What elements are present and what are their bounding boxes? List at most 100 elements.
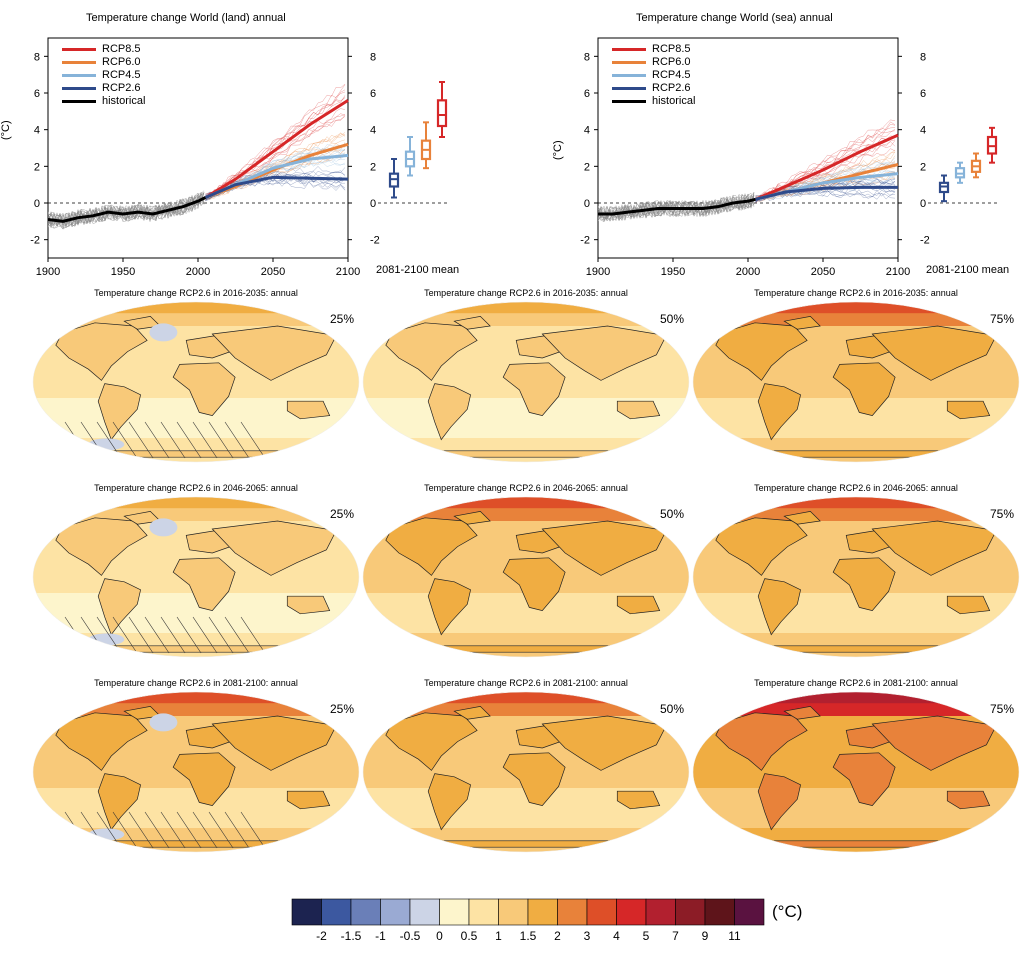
continent: [502, 362, 566, 416]
ensemble-member: [755, 178, 896, 201]
box-RCP2.6: [388, 158, 400, 199]
x-tick-label: 2100: [886, 266, 910, 278]
box-iqr: [436, 99, 448, 128]
continent: [385, 517, 478, 576]
map-fill: [693, 497, 1019, 657]
hatch-line: [176, 421, 202, 459]
legend-item: RCP8.5: [62, 43, 141, 55]
continent: [385, 322, 478, 381]
hatch-line: [128, 421, 154, 459]
x-tick-label: 1950: [111, 266, 135, 278]
legend-item: RCP6.0: [62, 56, 141, 68]
historical-member: [48, 196, 205, 227]
continent: [172, 362, 236, 416]
hatch-line: [128, 616, 154, 654]
y-tick-label: 2: [34, 161, 40, 173]
ensemble-member: [755, 155, 896, 201]
continent: [715, 712, 808, 771]
legend-item: RCP2.6: [612, 82, 691, 94]
continent: [871, 715, 997, 771]
legend-label: historical: [102, 95, 146, 107]
ensemble-member: [755, 141, 896, 196]
legend-item: RCP6.0: [612, 56, 691, 68]
continent: [757, 383, 801, 441]
y-tick-label: -2: [580, 235, 590, 247]
y-tick-label: 6: [584, 88, 590, 100]
y2-tick-label: 0: [920, 198, 926, 210]
legend-label: RCP6.0: [652, 56, 691, 68]
colorbar-swatch: [734, 898, 765, 926]
continent: [172, 752, 236, 806]
map-outline: [692, 496, 1020, 658]
continent: [715, 322, 808, 381]
percentile-label: 75%: [990, 312, 1015, 326]
series-line: [47, 196, 207, 223]
colorbar-tick-label: 2: [554, 929, 561, 943]
y-tick-label: 0: [584, 198, 590, 210]
continent: [453, 316, 491, 330]
continent: [832, 557, 896, 611]
continent: [427, 383, 471, 441]
map-title: Temperature change RCP2.6 in 2016-2035: …: [94, 288, 298, 298]
polar-band: [33, 302, 359, 314]
continent: [783, 511, 821, 525]
colorbar-tick-label: -1.5: [340, 929, 362, 943]
colorbar-tick-label: 3: [583, 929, 591, 943]
y-tick-label: 2: [584, 161, 590, 173]
continent: [211, 325, 337, 381]
x-tick-label: 2050: [811, 266, 835, 278]
ensemble-member: [205, 146, 346, 197]
map-title: Temperature change RCP2.6 in 2016-2035: …: [424, 288, 628, 298]
colorbar-swatch: [380, 898, 411, 926]
colorbar-tick-label: -0.5: [399, 929, 421, 943]
continent: [616, 400, 661, 420]
colorbar-swatch: [321, 898, 352, 926]
colorbar-tick-label: 11: [728, 929, 741, 943]
colorbar-tick-label: 1.5: [519, 929, 537, 943]
box-RCP8.5: [986, 126, 998, 164]
hatch-line: [208, 421, 234, 459]
legend-label: RCP4.5: [102, 69, 141, 81]
y2-tick-label: 8: [370, 51, 376, 63]
legend-item: RCP8.5: [612, 43, 691, 55]
hatch-line: [112, 616, 138, 654]
colorbar-tick-label: 0: [436, 929, 443, 943]
sea-temperature-chart: -2 -2 0 0 2 2 4 4 6 6 8 8 1900 1950 2000 2050 2100: [580, 37, 998, 278]
map-title: Temperature change RCP2.6 in 2081-2100: …: [94, 678, 298, 688]
polar-band: [693, 692, 1019, 704]
colorbar-unit: (°C): [772, 902, 803, 921]
y2-tick-label: 6: [370, 88, 376, 100]
y-tick-label: 6: [34, 88, 40, 100]
continent: [871, 520, 997, 576]
box-RCP8.5: [436, 81, 448, 138]
colorbar-swatch: [409, 898, 440, 926]
y2-tick-label: 4: [920, 125, 926, 137]
y2-tick-label: -2: [920, 235, 930, 247]
continent: [541, 715, 667, 771]
continent: [616, 790, 661, 810]
continent: [55, 322, 148, 381]
ensemble-member: [205, 154, 346, 200]
map-outline: [692, 301, 1020, 463]
colorbar-swatch: [291, 898, 322, 926]
y2-tick-label: 6: [920, 88, 926, 100]
map-title: Temperature change RCP2.6 in 2046-2065: …: [94, 483, 298, 493]
map-fill: [33, 302, 359, 462]
historical-member: [598, 196, 755, 222]
historical-member: [598, 193, 755, 220]
land-box-axis-label: 2081-2100 mean: [376, 264, 460, 276]
map-fill: [33, 497, 359, 657]
colorbar-swatch: [468, 898, 499, 926]
colorbar-swatch: [675, 898, 706, 926]
colorbar-swatch: [645, 898, 676, 926]
continent: [616, 595, 661, 615]
x-tick-label: 1900: [586, 266, 610, 278]
colorbar-tick-label: -2: [316, 929, 327, 943]
historical-member: [598, 197, 755, 221]
series-line: [754, 133, 899, 201]
map-title: Temperature change RCP2.6 in 2081-2100: …: [754, 678, 958, 688]
